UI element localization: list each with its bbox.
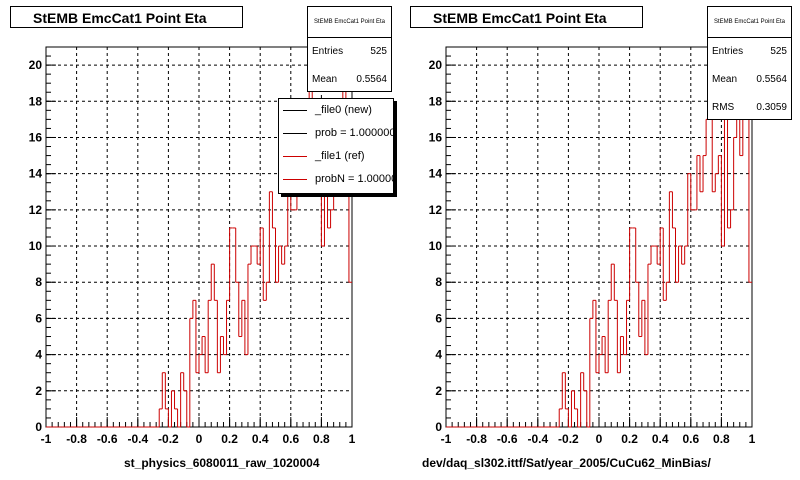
left-stats-box: StEMB EmcCat1 Point Eta Entries 525 Mean… (307, 6, 392, 92)
left-stats-entries-row: Entries 525 (308, 38, 391, 66)
left-y-tick-label: 6 (35, 311, 42, 325)
left-y-tick-label: 8 (35, 275, 42, 289)
left-stats-header: StEMB EmcCat1 Point Eta (308, 7, 391, 38)
legend-entry-file0: _file0 (new) (279, 99, 393, 122)
left-histogram-panel: -1 -0.8 -0.6 -0.4 -0.2 0 0.2 0.4 0.6 0.8 1 0 2 4 6 8 10 1… (10, 6, 394, 470)
left-y-tick-label: 4 (35, 348, 42, 362)
right-y-tick-label: 10 (429, 239, 443, 253)
left-x-tick-label: -0.4 (127, 432, 148, 446)
right-rms-label: RMS (712, 102, 735, 113)
right-mean-value: 0.5564 (756, 74, 787, 85)
right-x-tick-label: -0.2 (558, 432, 579, 446)
left-x-tick-label: 0.2 (221, 432, 238, 446)
right-title: StEMB EmcCat1 Point Eta (410, 6, 643, 28)
left-entries-label: Entries (312, 46, 344, 57)
left-x-tick-label: -0.2 (158, 432, 179, 446)
right-x-tick-label: -0.6 (497, 432, 518, 446)
right-x-tick-label: 0.2 (621, 432, 638, 446)
left-y-tick-label: 12 (29, 203, 43, 217)
left-y-tick-label: 10 (29, 239, 43, 253)
right-y-tick-label: 4 (435, 348, 442, 362)
left-x-tick-label: 0.8 (313, 432, 330, 446)
legend-line-probn (283, 179, 307, 180)
right-x-tick-label: 1 (749, 432, 756, 446)
right-mean-label: Mean (712, 74, 738, 85)
legend-line-file1 (283, 156, 307, 157)
right-x-tick-label: -0.4 (527, 432, 548, 446)
right-y-tick-label: 12 (429, 203, 443, 217)
left-y-tick-label: 14 (29, 167, 43, 181)
legend-entry-prob: prob = 1.000000 (279, 122, 393, 145)
left-x-tick-label: 0.6 (282, 432, 299, 446)
legend-box: _file0 (new) prob = 1.000000 _file1 (ref… (278, 98, 394, 194)
right-y-tick-label: 2 (435, 384, 442, 398)
left-mean-label: Mean (312, 74, 338, 85)
left-entries-value: 525 (370, 46, 387, 57)
right-x-axis-label: dev/daq_sl302.ittf/Sat/year_2005/CuCu62_… (422, 456, 711, 470)
right-rms-value: 0.3059 (756, 102, 787, 113)
left-x-tick-label: -0.6 (97, 432, 118, 446)
right-entries-label: Entries (712, 46, 744, 57)
left-y-tick-label: 16 (29, 130, 43, 144)
left-mean-value: 0.5564 (356, 74, 387, 85)
legend-label-file0: _file0 (new) (315, 104, 372, 116)
right-x-tick-label: 0.4 (652, 432, 669, 446)
right-y-tick-label: 16 (429, 130, 443, 144)
right-x-tick-label: -1 (441, 432, 452, 446)
legend-label-file1: _file1 (ref) (315, 150, 365, 162)
right-x-tick-label: 0.8 (713, 432, 730, 446)
right-grid (446, 47, 752, 427)
right-stats-box: StEMB EmcCat1 Point Eta Entries 525 Mean… (707, 6, 792, 120)
right-entries-value: 525 (770, 46, 787, 57)
legend-entry-file1: _file1 (ref) (279, 145, 393, 168)
right-y-tick-label: 0 (435, 420, 442, 434)
right-y-tick-label: 8 (435, 275, 442, 289)
right-x-tick-label: 0 (596, 432, 603, 446)
left-x-tick-label: 0.4 (252, 432, 269, 446)
left-y-tick-label: 18 (29, 94, 43, 108)
right-x-tick-label: -0.8 (466, 432, 487, 446)
legend-label-prob: prob = 1.000000 (315, 127, 394, 139)
right-y-tick-label: 14 (429, 167, 443, 181)
left-y-tick-label: 0 (35, 420, 42, 434)
right-stats-mean-row: Mean 0.5564 (708, 66, 791, 94)
right-stats-header: StEMB EmcCat1 Point Eta (708, 7, 791, 38)
left-stats-mean-row: Mean 0.5564 (308, 66, 391, 94)
left-x-tick-label: -1 (41, 432, 52, 446)
left-title: StEMB EmcCat1 Point Eta (10, 6, 243, 28)
legend-line-prob (283, 133, 307, 134)
right-x-tick-label: 0.6 (682, 432, 699, 446)
left-x-tick-label: -0.8 (66, 432, 87, 446)
right-histogram-panel: -1 -0.8 -0.6 -0.4 -0.2 0 0.2 0.4 0.6 0.8 1 0 2 4 6 8 10 1… (400, 0, 800, 480)
right-y-tick-label: 6 (435, 311, 442, 325)
left-y-tick-label: 2 (35, 384, 42, 398)
right-y-tick-label: 18 (429, 94, 443, 108)
legend-label-probn: probN = 1.000000 (315, 173, 393, 185)
right-y-tick-label: 20 (429, 58, 443, 72)
left-grid (46, 47, 352, 427)
left-x-axis-label: st_physics_6080011_raw_1020004 (124, 456, 320, 470)
left-x-tick-label: 1 (349, 432, 356, 446)
legend-entry-probn: probN = 1.000000 (279, 168, 393, 191)
right-stats-entries-row: Entries 525 (708, 38, 791, 66)
right-stats-rms-row: RMS 0.3059 (708, 94, 791, 122)
left-x-tick-label: 0 (196, 432, 203, 446)
legend-line-file0 (283, 110, 307, 111)
left-y-tick-label: 20 (29, 58, 43, 72)
